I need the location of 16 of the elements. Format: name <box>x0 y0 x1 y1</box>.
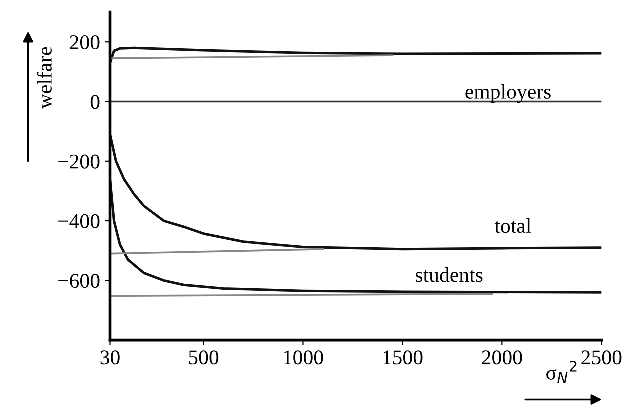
x-tick-label: 1000 <box>284 350 324 365</box>
x-axis-title: σ$_{N}$$^{2}$ <box>546 360 577 384</box>
y-tick-label: −400 <box>58 214 100 228</box>
y-tick-label: −200 <box>58 154 100 169</box>
x-tick-label: 2000 <box>482 350 522 365</box>
y-axis-title: welfare <box>37 47 52 110</box>
x-tick-label: 1500 <box>384 350 423 365</box>
x-tick-label: 30 <box>100 350 120 365</box>
series-label: students <box>416 268 483 282</box>
x-tick-label: 2500 <box>582 350 622 365</box>
y-tick-label: 0 <box>90 95 100 110</box>
x-tick-label: 500 <box>189 350 219 365</box>
y-tick-label: −600 <box>58 274 100 288</box>
series-label: total <box>494 218 532 234</box>
y-tick-label: 200 <box>70 35 100 50</box>
series-label: employers <box>466 84 551 104</box>
